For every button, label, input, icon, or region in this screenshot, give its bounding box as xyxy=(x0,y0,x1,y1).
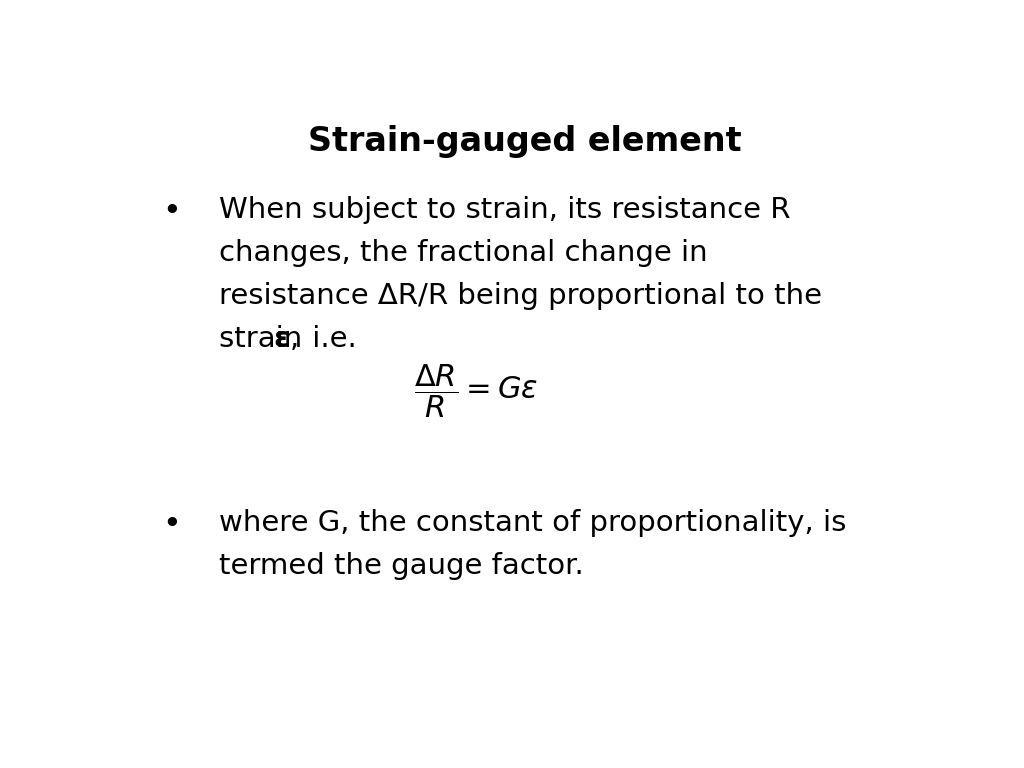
Text: $\boldsymbol{\varepsilon}$,: $\boldsymbol{\varepsilon}$, xyxy=(273,325,298,353)
Text: resistance ΔR/R being proportional to the: resistance ΔR/R being proportional to th… xyxy=(219,282,822,310)
Text: strain: strain xyxy=(219,325,311,353)
Text: $\dfrac{\Delta R}{R} = G\varepsilon$: $\dfrac{\Delta R}{R} = G\varepsilon$ xyxy=(414,362,538,419)
Text: •: • xyxy=(162,509,181,540)
Text: When subject to strain, its resistance R: When subject to strain, its resistance R xyxy=(219,196,791,223)
Text: •: • xyxy=(162,196,181,227)
Text: Strain-gauged element: Strain-gauged element xyxy=(308,124,741,157)
Text: changes, the fractional change in: changes, the fractional change in xyxy=(219,239,708,266)
Text: i.e.: i.e. xyxy=(303,325,356,353)
Text: termed the gauge factor.: termed the gauge factor. xyxy=(219,552,584,581)
Text: where G, the constant of proportionality, is: where G, the constant of proportionality… xyxy=(219,509,847,537)
